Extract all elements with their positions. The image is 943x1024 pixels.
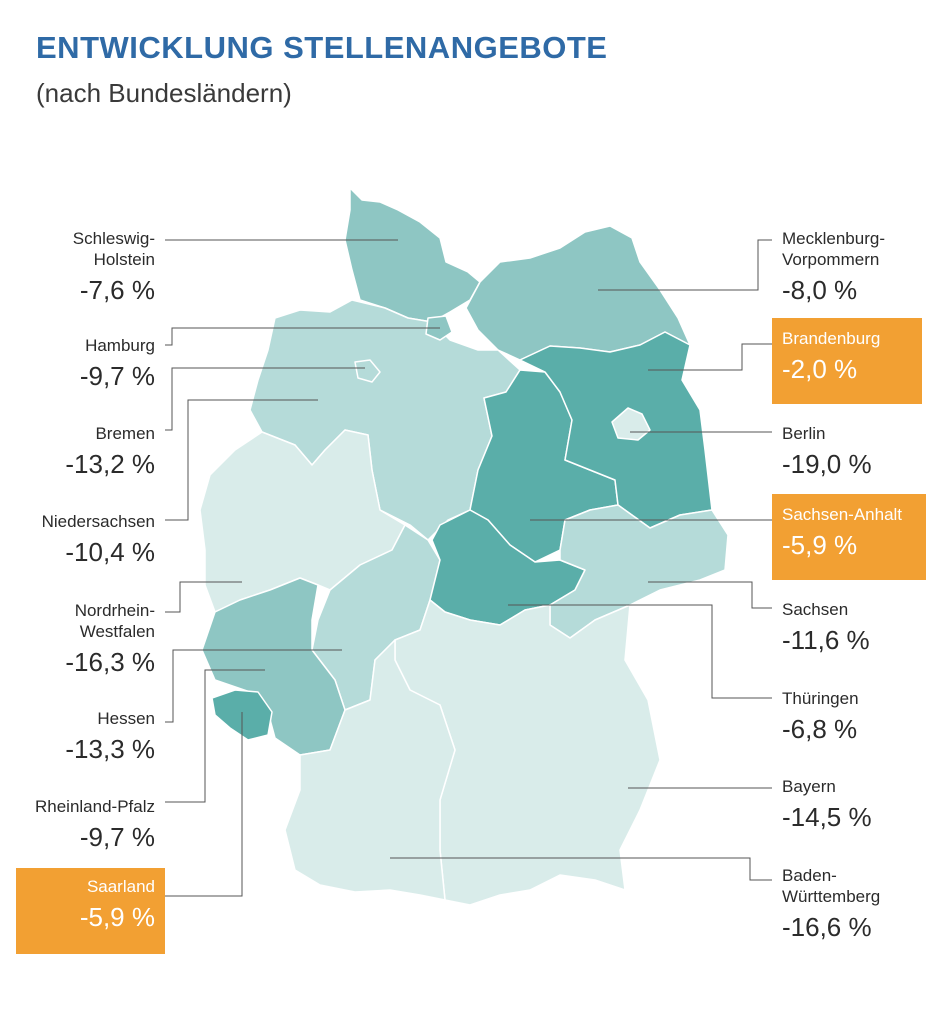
leader-rheinland-pfalz bbox=[165, 669, 265, 803]
leader-hessen bbox=[165, 649, 342, 723]
region-name: Saarland bbox=[86, 877, 155, 896]
label-bremen: Bremen -13,2 % bbox=[65, 423, 155, 480]
region-value: -7,6 % bbox=[79, 275, 155, 305]
leader-thueringen bbox=[508, 604, 772, 699]
region-value: -9,7 % bbox=[79, 822, 155, 852]
label-hessen: Hessen -13,3 % bbox=[65, 708, 155, 765]
region-value: -11,6 % bbox=[782, 625, 870, 655]
label-saarland: Saarland -5,9 % bbox=[16, 868, 165, 954]
region-value: -2,0 % bbox=[782, 354, 858, 384]
region-value: -8,0 % bbox=[782, 275, 858, 305]
leader-bremen bbox=[165, 367, 365, 431]
label-rheinland-pfalz: Rheinland-Pfalz -9,7 % bbox=[35, 796, 155, 853]
region-schleswig-holstein[interactable] bbox=[344, 187, 481, 323]
label-nordrhein-westfalen: Nordrhein- Westfalen -16,3 % bbox=[65, 600, 155, 678]
region-name: Mecklenburg- Vorpommern bbox=[782, 229, 885, 269]
region-name: Sachsen bbox=[782, 600, 849, 619]
leader-niedersachsen bbox=[165, 399, 318, 521]
label-sachsen: Sachsen -11,6 % bbox=[782, 599, 870, 656]
region-name: Hessen bbox=[97, 709, 155, 728]
label-thueringen: Thüringen -6,8 % bbox=[782, 688, 859, 745]
region-value: -13,2 % bbox=[65, 449, 155, 479]
region-name: Sachsen-Anhalt bbox=[782, 505, 903, 524]
label-baden-wuerttemberg: Baden- Württemberg -16,6 % bbox=[782, 865, 880, 943]
region-name: Bayern bbox=[782, 777, 836, 796]
region-value: -19,0 % bbox=[782, 449, 872, 479]
label-niedersachsen: Niedersachsen -10,4 % bbox=[42, 511, 155, 568]
label-hamburg: Hamburg -9,7 % bbox=[80, 335, 155, 392]
region-name: Rheinland-Pfalz bbox=[34, 797, 155, 816]
leader-mecklenburg-vorpommern bbox=[598, 239, 772, 291]
region-name: Baden- Württemberg bbox=[782, 866, 881, 906]
region-value: -16,3 % bbox=[65, 647, 155, 677]
region-name: Berlin bbox=[782, 424, 826, 443]
label-sachsen-anhalt: Sachsen-Anhalt -5,9 % bbox=[772, 494, 926, 580]
leader-baden-wuerttemberg bbox=[390, 857, 772, 881]
region-value: -16,6 % bbox=[782, 912, 872, 942]
leader-nordrhein-westfalen bbox=[165, 581, 242, 613]
page-subtitle: (nach Bundesländern) bbox=[36, 78, 292, 108]
region-baden-wuerttemberg[interactable] bbox=[284, 639, 456, 901]
region-value: -6,8 % bbox=[782, 714, 858, 744]
region-value: -10,4 % bbox=[65, 537, 155, 567]
leader-hamburg bbox=[165, 327, 440, 346]
region-name: Niedersachsen bbox=[41, 512, 155, 531]
region-bremen[interactable] bbox=[354, 359, 381, 383]
leader-saarland bbox=[165, 712, 243, 897]
region-value: -13,3 % bbox=[65, 734, 155, 764]
label-brandenburg: Brandenburg -2,0 % bbox=[772, 318, 922, 404]
region-name: Nordrhein- Westfalen bbox=[74, 601, 155, 641]
page-title: ENTWICKLUNG STELLENANGEBOTE bbox=[36, 30, 608, 65]
region-name: Brandenburg bbox=[782, 329, 881, 348]
region-value: -9,7 % bbox=[79, 361, 155, 391]
leader-sachsen bbox=[648, 581, 772, 609]
leader-brandenburg bbox=[648, 343, 772, 371]
region-name: Bremen bbox=[95, 424, 155, 443]
region-value: -5,9 % bbox=[782, 530, 858, 560]
region-name: Hamburg bbox=[85, 336, 155, 355]
region-name: Schleswig- Holstein bbox=[72, 229, 155, 269]
region-name: Thüringen bbox=[782, 689, 859, 708]
region-value: -5,9 % bbox=[79, 902, 155, 932]
label-mecklenburg-vorpommern: Mecklenburg- Vorpommern -8,0 % bbox=[782, 228, 885, 306]
label-berlin: Berlin -19,0 % bbox=[782, 423, 872, 480]
label-bayern: Bayern -14,5 % bbox=[782, 776, 872, 833]
label-schleswig-holstein: Schleswig- Holstein -7,6 % bbox=[73, 228, 155, 306]
region-value: -14,5 % bbox=[782, 802, 872, 832]
